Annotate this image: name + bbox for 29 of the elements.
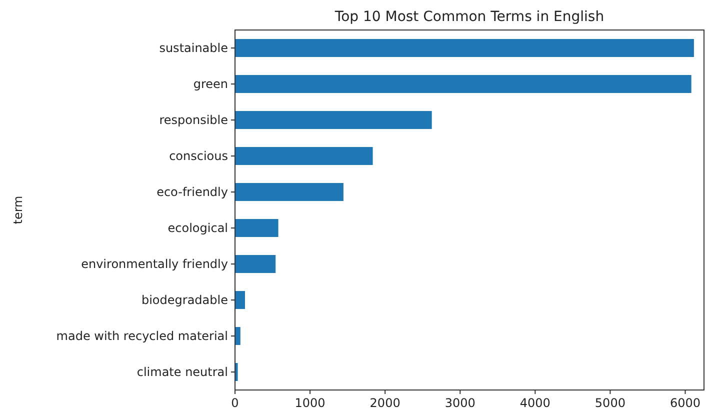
bar	[235, 39, 694, 57]
chart-title: Top 10 Most Common Terms in English	[334, 9, 604, 25]
x-tick-label: 6000	[670, 396, 701, 410]
y-tick-label: sustainable	[159, 41, 228, 55]
x-tick-label: 2000	[370, 396, 400, 410]
y-tick-label: environmentally friendly	[81, 257, 228, 271]
x-tick-label: 5000	[594, 396, 626, 410]
x-tick-label: 1000	[294, 396, 326, 410]
x-tick-label: 3000	[444, 396, 476, 410]
y-tick-label: eco-friendly	[156, 185, 228, 199]
x-tick-label: 0	[231, 396, 239, 410]
bar	[235, 111, 432, 129]
y-tick-label: responsible	[159, 113, 228, 127]
y-tick-label: green	[193, 77, 228, 91]
y-tick-label: made with recycled material	[56, 329, 228, 343]
y-tick-label: ecological	[168, 221, 228, 235]
bar	[235, 327, 240, 345]
y-tick-label: conscious	[169, 149, 228, 163]
y-tick-label: climate neutral	[136, 365, 228, 379]
y-tick-label: biodegradable	[141, 293, 228, 307]
y-axis-title: term	[11, 196, 25, 224]
bar	[235, 291, 245, 309]
bar	[235, 255, 276, 273]
bar	[235, 219, 278, 237]
bar	[235, 75, 692, 93]
bar	[235, 183, 344, 201]
bar	[235, 363, 238, 381]
bar	[235, 147, 373, 165]
x-tick-label: 4000	[520, 396, 550, 410]
